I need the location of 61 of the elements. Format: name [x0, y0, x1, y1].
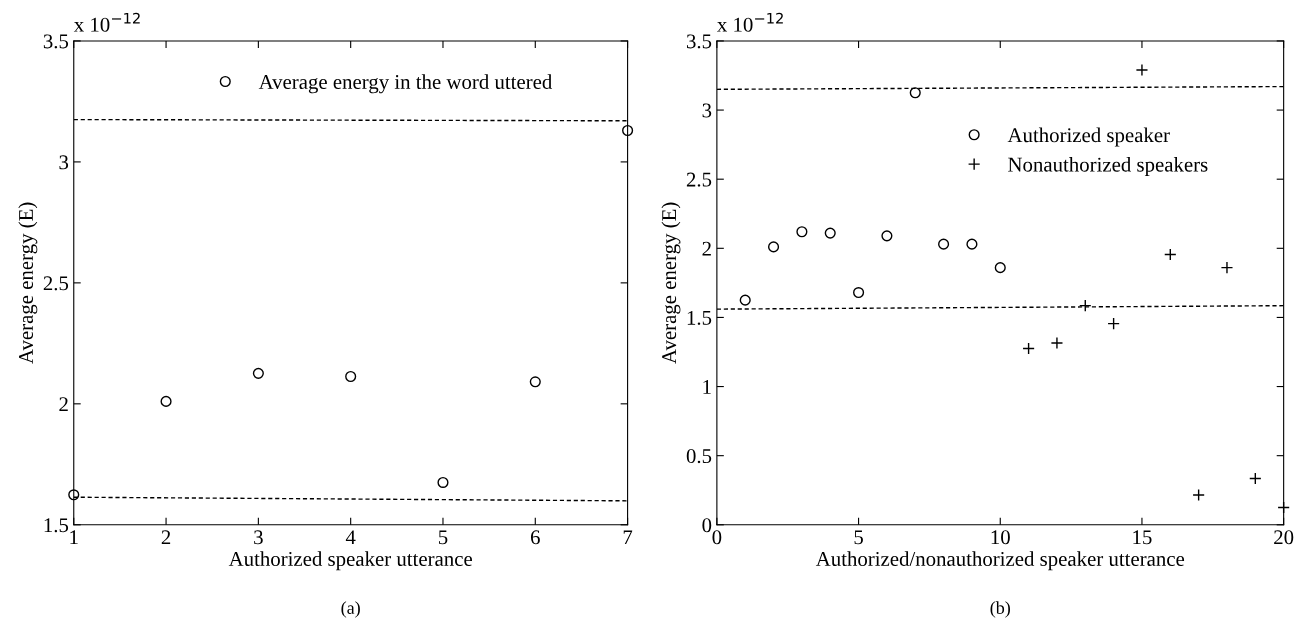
- y-axis-title: Average energy (E): [18, 202, 38, 364]
- point: [1079, 299, 1092, 312]
- point: [1135, 63, 1149, 77]
- point: [1164, 248, 1177, 261]
- point: [909, 87, 921, 99]
- point: [739, 294, 751, 306]
- x-tick-label: 0: [712, 530, 722, 545]
- point: [767, 241, 780, 253]
- y-tick-label: 3: [59, 155, 69, 170]
- point: [881, 230, 893, 242]
- x-tick-label: 5: [854, 530, 863, 545]
- y-tick-label: 1.5: [44, 518, 69, 533]
- text: x 10$^{−12}$: [717, 12, 783, 32]
- x-tick-label: 6: [530, 530, 540, 545]
- point: [529, 376, 541, 388]
- x-tick-label: 5: [438, 530, 448, 545]
- point: [1050, 336, 1064, 350]
- x-tick-label: 15: [1133, 530, 1152, 545]
- point: [853, 286, 865, 299]
- y-tick-label: 2: [59, 397, 68, 412]
- y-tick-label: 0.5: [686, 449, 712, 464]
- y-tick-label: 0: [702, 518, 712, 533]
- point: [938, 238, 950, 250]
- y-tick-label: 2.5: [43, 276, 69, 291]
- x-tick-label: 20: [1274, 530, 1294, 545]
- y-tick-label: 1: [703, 380, 711, 394]
- point: [68, 489, 80, 501]
- point: [1192, 488, 1205, 502]
- point: [345, 370, 357, 383]
- point: [437, 476, 449, 489]
- text: (a): [341, 601, 360, 618]
- x-tick-label: 3: [254, 530, 263, 545]
- point: [796, 226, 808, 238]
- text: x 10$^{−12}$: [73, 12, 140, 32]
- legend-label: Authorized speaker: [1007, 127, 1170, 147]
- point: [994, 262, 1006, 274]
- legend-label: Nonauthorized speakers: [1008, 157, 1208, 176]
- legend-label: Average energy in the word uttered: [258, 74, 553, 94]
- point: [160, 395, 172, 407]
- x-tick-label: 2: [161, 530, 171, 545]
- x-axis-title: Authorized speaker utterance: [228, 551, 472, 571]
- y-tick-label: 2.5: [686, 172, 712, 187]
- x-tick-label: 10: [991, 530, 1010, 545]
- text: (b): [990, 601, 1010, 618]
- point: [1220, 261, 1234, 274]
- point: [824, 227, 836, 239]
- point: [252, 367, 264, 379]
- y-tick-label: 3: [702, 103, 712, 118]
- y-axis-title: Average energy (E): [661, 202, 681, 364]
- point: [1249, 472, 1262, 485]
- point: [1107, 317, 1120, 330]
- y-tick-label: 1.5: [687, 310, 712, 325]
- y-tick-label: 2: [702, 241, 711, 256]
- point: [622, 124, 634, 137]
- y-tick-label: 3.5: [686, 34, 712, 49]
- point: [966, 238, 978, 250]
- x-tick-label: 7: [623, 530, 633, 545]
- y-tick-label: 3.5: [43, 34, 69, 49]
- point: [1022, 342, 1035, 355]
- x-axis-title: Authorized/nonauthorized speaker utterance: [815, 551, 1185, 571]
- x-tick-label: 4: [345, 530, 356, 545]
